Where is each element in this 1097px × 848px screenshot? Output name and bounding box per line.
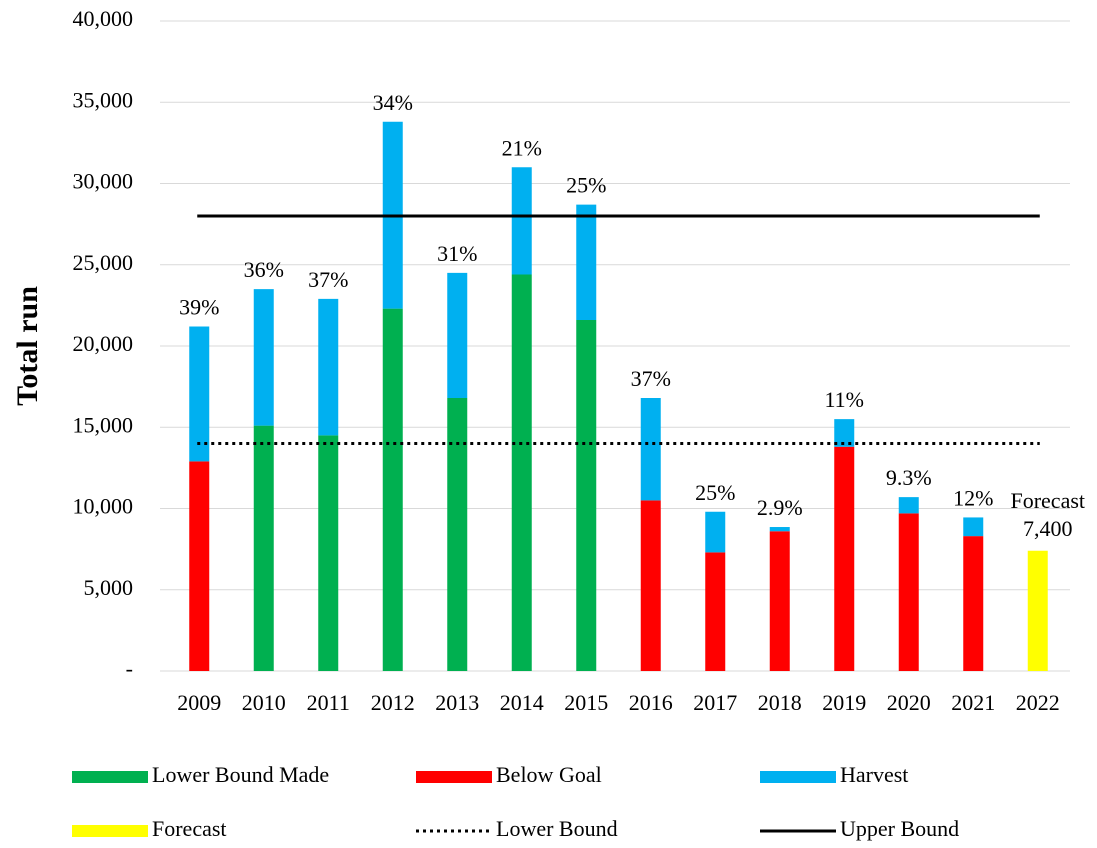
y-tick-label: 30,000 [73, 169, 134, 194]
x-tick-label: 2014 [500, 690, 544, 715]
y-tick-label: 15,000 [73, 412, 134, 437]
bar-segment [834, 419, 855, 447]
harvest-rate-label: 9.3% [886, 465, 932, 490]
harvest-rate-label: 2.9% [757, 495, 803, 520]
y-tick-label: 10,000 [73, 494, 134, 519]
harvest-rate-label: 37% [631, 366, 671, 391]
y-tick-label: 40,000 [73, 6, 134, 31]
bar-segment [318, 435, 339, 671]
x-tick-label: 2015 [564, 690, 608, 715]
bar-segment [511, 167, 532, 275]
bar-segment [769, 527, 790, 532]
bar-segment [834, 446, 855, 671]
bar-segment [898, 497, 919, 514]
bar-segment [769, 531, 790, 671]
x-tick-label: 2021 [951, 690, 995, 715]
bar-segment [447, 272, 468, 398]
bar-segment [382, 308, 403, 671]
y-tick-label: 35,000 [73, 87, 134, 112]
x-tick-label: 2018 [758, 690, 802, 715]
y-tick-label: 25,000 [73, 250, 134, 275]
legend-swatch [72, 771, 148, 783]
bar-segment [576, 204, 597, 320]
legend-swatch [760, 771, 836, 783]
legend-label: Harvest [840, 762, 908, 787]
y-tick-label: 20,000 [73, 331, 134, 356]
x-tick-label: 2019 [822, 690, 866, 715]
legend-label: Below Goal [496, 762, 602, 787]
bar-segment [318, 298, 339, 436]
x-tick-label: 2012 [371, 690, 415, 715]
y-tick-label: 5,000 [84, 575, 134, 600]
x-tick-label: 2022 [1016, 690, 1060, 715]
bar-segment [640, 398, 661, 501]
harvest-rate-label: 25% [566, 173, 606, 198]
bar-segment [253, 289, 274, 426]
harvest-rate-label: 36% [244, 257, 284, 282]
bar-segment [898, 513, 919, 671]
x-tick-label: 2017 [693, 690, 737, 715]
legend-swatch [416, 771, 492, 783]
legend-label: Lower Bound [496, 816, 618, 841]
bar-segment [963, 517, 984, 537]
legend-label: Lower Bound Made [152, 762, 329, 787]
bar-segment [189, 326, 210, 462]
bar-segment [705, 511, 726, 553]
bar-segment [705, 552, 726, 671]
x-tick-label: 2016 [629, 690, 673, 715]
bar-segment [1027, 550, 1048, 671]
y-tick-label: - [126, 656, 133, 681]
harvest-rate-label: 12% [953, 485, 993, 510]
y-axis-label: Total run [11, 286, 44, 406]
harvest-rate-label: 11% [824, 387, 864, 412]
annotation: Forecast [1010, 488, 1085, 513]
x-tick-label: 2010 [242, 690, 286, 715]
x-tick-label: 2013 [435, 690, 479, 715]
bar-segment [253, 425, 274, 671]
x-tick-label: 2009 [177, 690, 221, 715]
harvest-rate-label: 34% [373, 90, 413, 115]
bar-segment [447, 398, 468, 671]
harvest-rate-label: 21% [502, 135, 542, 160]
harvest-rate-label: 25% [695, 480, 735, 505]
bar-segment [963, 536, 984, 671]
x-tick-label: 2011 [307, 690, 350, 715]
bar-segment [576, 320, 597, 671]
legend-swatch [72, 825, 148, 837]
bar-segment [189, 461, 210, 671]
legend-label: Forecast [152, 816, 227, 841]
data-label: 7,400 [1023, 516, 1073, 541]
legend-label: Upper Bound [840, 816, 959, 841]
bar-segment [511, 274, 532, 671]
x-tick-label: 2020 [887, 690, 931, 715]
harvest-rate-label: 37% [308, 267, 348, 292]
harvest-rate-label: 31% [437, 241, 477, 266]
harvest-rate-label: 39% [179, 295, 219, 320]
bar-segment [640, 500, 661, 671]
